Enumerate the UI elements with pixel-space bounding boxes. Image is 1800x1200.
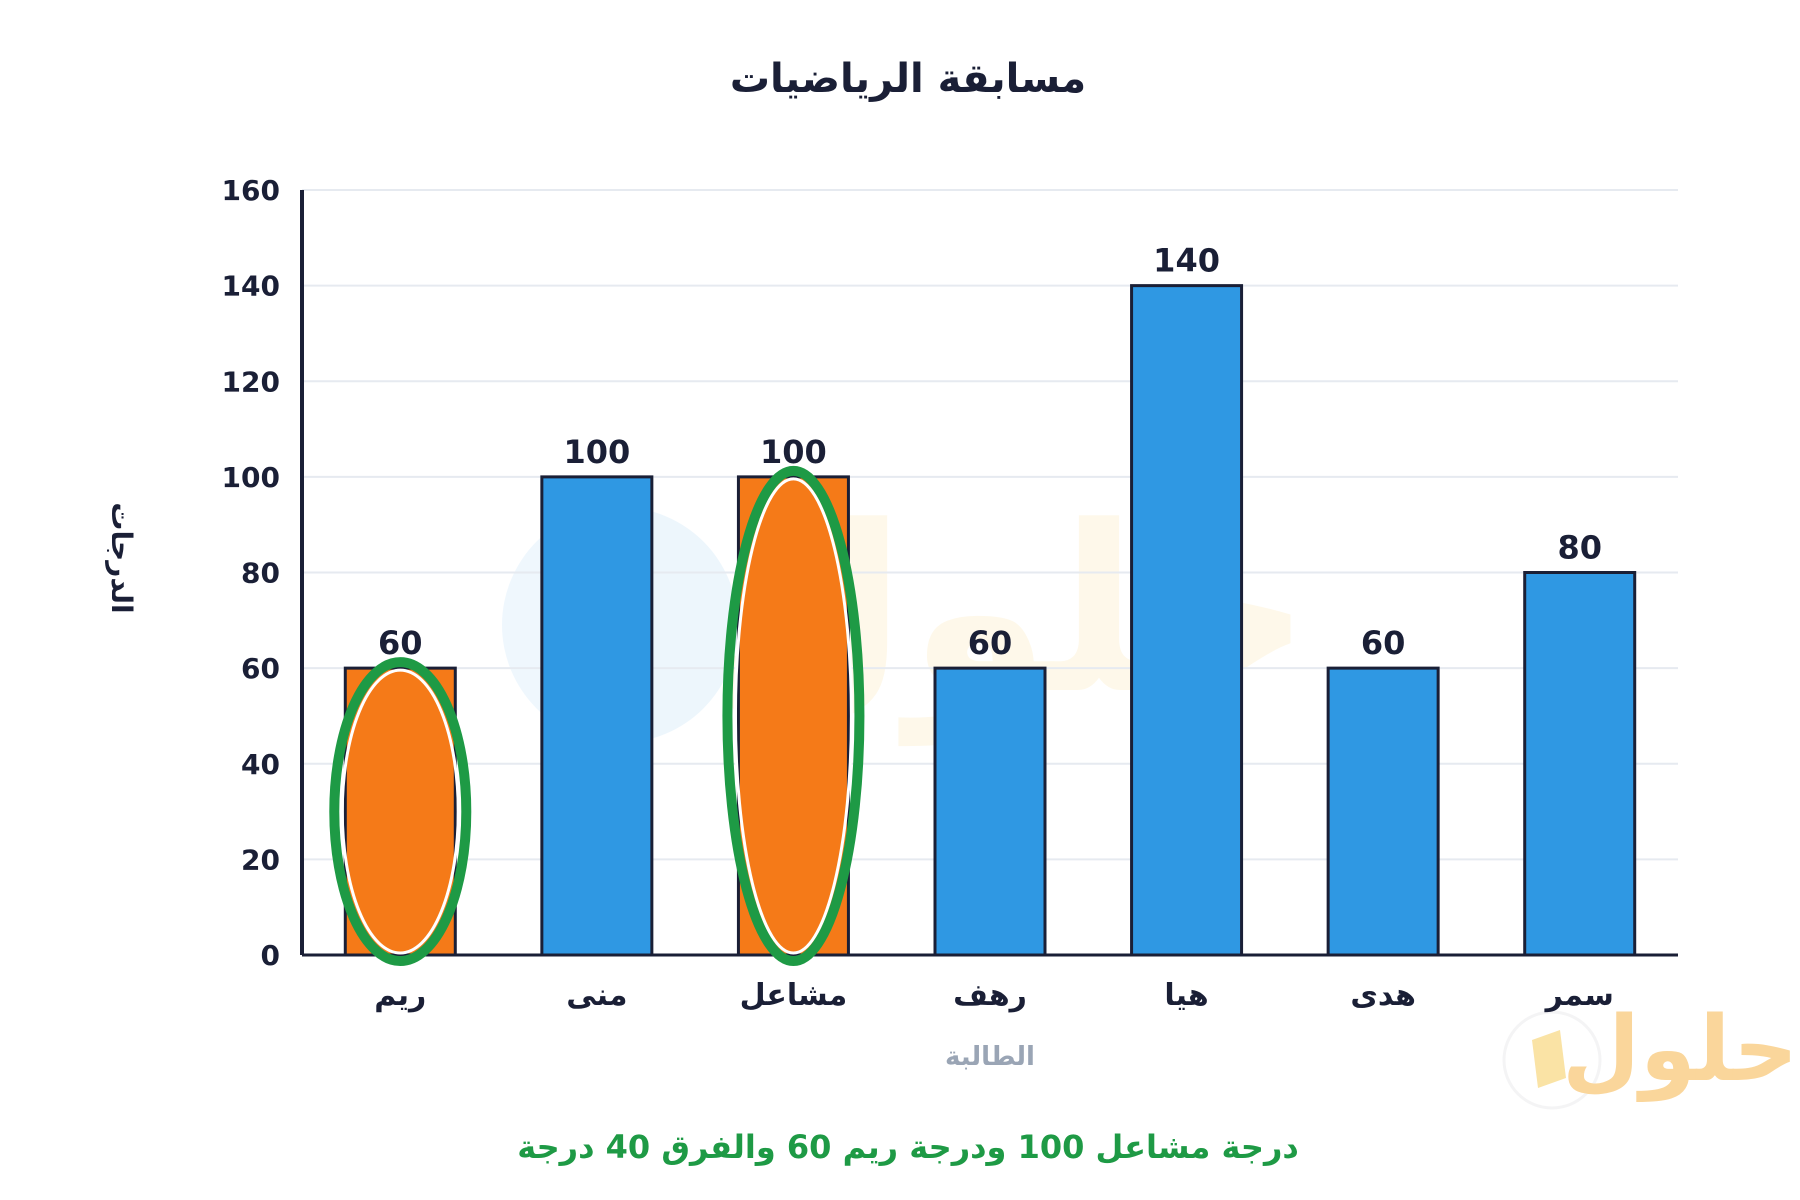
x-axis-title: الطالبة [945, 1042, 1035, 1072]
x-tick-label: هدى [1350, 978, 1416, 1013]
y-tick-label: 120 [222, 365, 280, 398]
chart-note: درجة مشاعل 100 ودرجة ريم 60 والفرق 40 در… [517, 1128, 1299, 1166]
note-part-3: 60 [787, 1128, 832, 1166]
data-label: 100 [563, 433, 630, 471]
y-tick-label: 0 [261, 939, 280, 972]
bar [1326, 666, 1440, 957]
bar [736, 475, 850, 957]
highlight-ellipse-inner [340, 668, 460, 955]
highlight-ellipse-inner [733, 477, 853, 955]
bar [1130, 284, 1244, 957]
label-layer: 60 ريم 100 منى 100 مشاعل 60 رهف 140 هيا 60 هدى 80 سمر [374, 242, 1614, 1013]
data-label: 60 [968, 624, 1013, 662]
bar [933, 666, 1047, 957]
watermark-corner: حلول [1502, 997, 1798, 1110]
y-tick-label: 160 [222, 174, 280, 207]
bar [540, 475, 654, 957]
watermark-book-icon [1532, 1030, 1566, 1088]
chart-title: مسابقة الرياضيات [730, 56, 1086, 102]
y-tick-label: 140 [222, 270, 280, 303]
x-tick-label: منى [566, 978, 627, 1013]
x-tick-label: سمر [1544, 978, 1614, 1013]
note-part-0: درجة مشاعل [1084, 1128, 1298, 1166]
x-tick-label: مشاعل [740, 978, 848, 1013]
highlight-layer [329, 465, 865, 966]
note-part-1: 100 [1018, 1128, 1085, 1166]
data-label: 60 [1361, 624, 1406, 662]
note-part-6: درجة [517, 1128, 605, 1166]
data-label: 60 [378, 624, 423, 662]
bar [1523, 571, 1637, 957]
x-tick-label: ريم [374, 978, 426, 1013]
y-axis-title: الدرجات [105, 502, 138, 613]
data-label: 80 [1557, 529, 1602, 567]
note-part-5: 40 [606, 1128, 651, 1166]
x-tick-label: رهف [953, 978, 1027, 1013]
data-label: 100 [760, 433, 827, 471]
highlight-ellipse [329, 657, 472, 966]
y-tick-label: 100 [222, 461, 280, 494]
y-tick-label: 40 [241, 748, 280, 781]
bar [343, 666, 457, 957]
watermark-text-corner: حلول [1562, 997, 1798, 1102]
y-tick-label: 60 [241, 652, 280, 685]
x-tick-label: هيا [1164, 978, 1208, 1013]
y-tick-label: 80 [241, 557, 280, 590]
axis-layer: 0 20 40 60 80 100 120 140 160 [222, 174, 1678, 972]
watermark-corner-logo-icon [1502, 1010, 1602, 1110]
note-part-2: ودرجة ريم [831, 1128, 1017, 1166]
highlight-ellipse [722, 465, 865, 966]
data-label: 140 [1153, 242, 1220, 280]
note-part-4: والفرق [650, 1128, 787, 1166]
y-tick-label: 20 [241, 843, 280, 876]
